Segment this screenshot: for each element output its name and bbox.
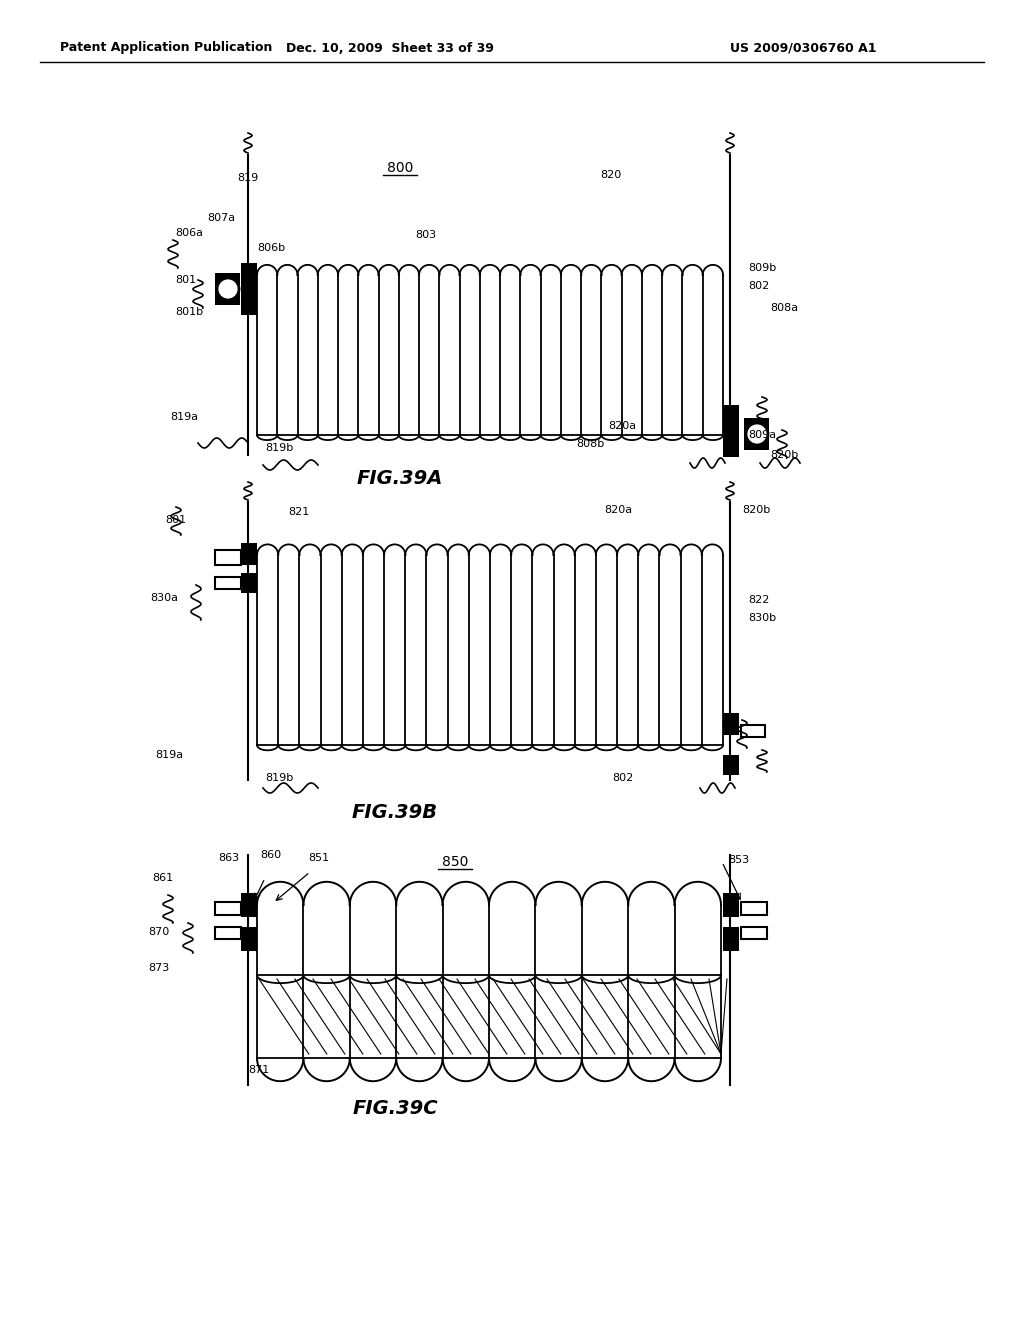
Bar	[241, 263, 257, 315]
Text: 820b: 820b	[770, 450, 799, 459]
Text: 819b: 819b	[265, 444, 293, 453]
Text: 820b: 820b	[742, 506, 770, 515]
Text: 820a: 820a	[604, 506, 632, 515]
Bar	[723, 894, 739, 917]
Text: 850: 850	[441, 855, 468, 869]
Text: 830b: 830b	[748, 612, 776, 623]
Text: 822: 822	[748, 595, 769, 605]
Text: Patent Application Publication: Patent Application Publication	[60, 41, 272, 54]
Text: 853: 853	[728, 855, 750, 865]
Text: 821: 821	[288, 507, 309, 517]
Text: 802: 802	[748, 281, 769, 290]
Text: 820: 820	[600, 170, 622, 180]
Bar	[215, 273, 240, 305]
Bar	[744, 418, 769, 450]
Text: 861: 861	[152, 873, 173, 883]
Text: 807a: 807a	[207, 213, 236, 223]
Bar	[723, 405, 739, 457]
Bar	[723, 713, 739, 735]
Text: 863: 863	[218, 853, 240, 863]
Text: 806a: 806a	[175, 228, 203, 238]
Text: 801: 801	[175, 275, 197, 285]
Text: 808b: 808b	[575, 440, 604, 449]
Text: 851: 851	[308, 853, 329, 863]
Text: 819: 819	[237, 173, 258, 183]
Text: 860: 860	[260, 850, 282, 861]
Text: 819a: 819a	[170, 412, 198, 422]
Text: 803: 803	[415, 230, 436, 240]
Text: 809b: 809b	[748, 263, 776, 273]
Text: 871: 871	[248, 1065, 269, 1074]
Text: 819a: 819a	[155, 750, 183, 760]
Bar	[723, 755, 739, 775]
Bar	[215, 927, 241, 939]
Text: 870: 870	[148, 927, 169, 937]
Bar	[241, 894, 257, 917]
Circle shape	[746, 422, 768, 445]
Bar	[723, 927, 739, 950]
Circle shape	[217, 279, 239, 300]
Text: 808a: 808a	[770, 304, 798, 313]
Text: FIG.39A: FIG.39A	[356, 469, 443, 487]
Bar	[241, 927, 257, 950]
Bar	[215, 550, 241, 565]
Text: US 2009/0306760 A1: US 2009/0306760 A1	[730, 41, 877, 54]
Text: 802: 802	[612, 774, 633, 783]
Bar	[741, 725, 765, 737]
Bar	[741, 927, 767, 939]
Text: 830a: 830a	[150, 593, 178, 603]
Text: 819b: 819b	[265, 774, 293, 783]
Text: 801b: 801b	[175, 308, 203, 317]
Text: FIG.39C: FIG.39C	[352, 1098, 437, 1118]
Bar	[215, 902, 241, 915]
Text: 806b: 806b	[257, 243, 285, 253]
Text: 809a: 809a	[748, 430, 776, 440]
Bar	[215, 577, 241, 589]
Text: 801: 801	[165, 515, 186, 525]
Text: 873: 873	[148, 964, 169, 973]
Text: 800: 800	[387, 161, 414, 176]
Text: FIG.39B: FIG.39B	[352, 803, 438, 821]
Bar	[241, 573, 257, 593]
Bar	[741, 902, 767, 915]
Text: Dec. 10, 2009  Sheet 33 of 39: Dec. 10, 2009 Sheet 33 of 39	[286, 41, 494, 54]
Text: 820a: 820a	[608, 421, 636, 432]
Bar	[241, 543, 257, 565]
